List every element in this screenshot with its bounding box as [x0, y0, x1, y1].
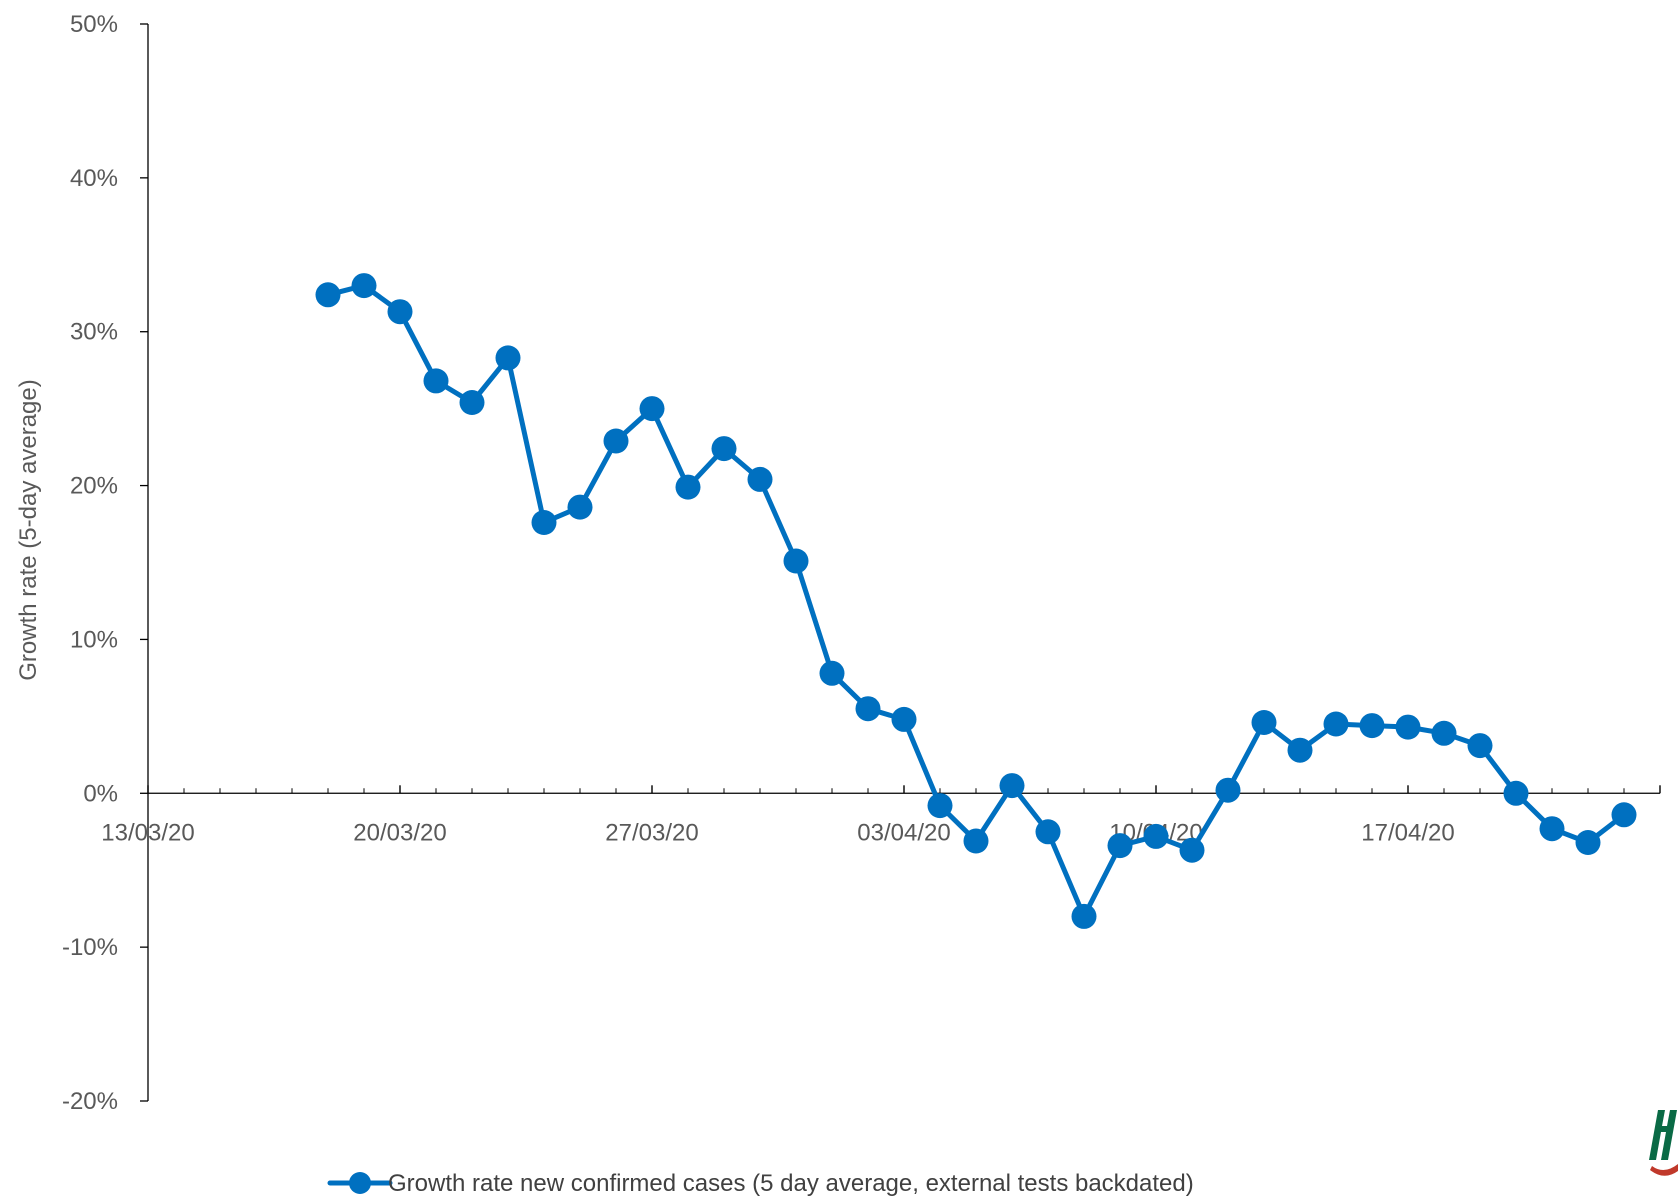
y-tick-label: -20%	[62, 1088, 118, 1115]
data-point	[963, 828, 989, 854]
data-point	[891, 706, 917, 732]
data-point	[1143, 823, 1169, 849]
data-point	[927, 793, 953, 819]
y-tick-label: 40%	[70, 165, 118, 192]
x-tick-label: 20/03/20	[353, 819, 446, 846]
data-point	[315, 282, 341, 308]
x-tick-label: 13/03/20	[101, 819, 194, 846]
data-point	[819, 660, 845, 686]
data-point	[1539, 816, 1565, 842]
data-point	[1323, 711, 1349, 737]
data-point	[603, 428, 629, 454]
logo-fragment	[1649, 1110, 1678, 1176]
y-tick-label: 10%	[70, 626, 118, 653]
data-point	[1179, 837, 1205, 863]
data-point	[531, 510, 557, 535]
data-point	[1071, 903, 1097, 929]
y-tick-label: 50%	[70, 11, 118, 38]
data-point	[675, 474, 701, 500]
data-point	[423, 368, 449, 394]
x-axis: 13/03/2020/03/2027/03/2003/04/2010/04/20…	[101, 785, 1661, 846]
data-point	[1575, 830, 1601, 855]
data-point	[747, 466, 773, 492]
legend-entry-label: Growth rate new confirmed cases (5 day a…	[388, 1170, 1194, 1197]
data-point	[351, 273, 377, 299]
y-tick-label: 20%	[70, 473, 118, 500]
y-axis-title: Growth rate (5-day average)	[15, 379, 42, 680]
data-point	[387, 299, 413, 325]
series-plot	[315, 273, 1637, 929]
data-point	[1359, 713, 1385, 739]
data-point	[1431, 720, 1457, 746]
y-axis: -20% -10% 0% 10% 20% 30% 40% 50%	[62, 11, 149, 1115]
y-tick-label: 30%	[70, 319, 118, 346]
data-point	[495, 345, 521, 371]
data-point	[567, 494, 593, 520]
data-point	[999, 773, 1025, 799]
data-point	[459, 390, 485, 415]
data-point	[711, 436, 737, 462]
data-point	[1287, 737, 1313, 763]
data-point	[1251, 710, 1277, 735]
data-point	[1503, 780, 1529, 806]
x-tick-label: 27/03/20	[605, 819, 698, 846]
x-tick-label: 17/04/20	[1361, 819, 1454, 846]
data-point	[1035, 819, 1061, 845]
data-point	[783, 548, 809, 574]
data-point	[639, 396, 665, 422]
legend: Growth rate new confirmed cases (5 day a…	[327, 1170, 1194, 1197]
data-point	[1395, 714, 1421, 740]
legend-marker-swatch	[349, 1172, 371, 1194]
data-point	[1215, 777, 1241, 803]
data-point	[1467, 733, 1493, 759]
x-tick-label: 03/04/20	[857, 819, 950, 846]
y-tick-label: -10%	[62, 934, 118, 961]
data-point	[1611, 802, 1637, 828]
data-point	[855, 696, 881, 722]
data-point	[1107, 833, 1133, 859]
y-tick-label: 0%	[83, 780, 118, 807]
